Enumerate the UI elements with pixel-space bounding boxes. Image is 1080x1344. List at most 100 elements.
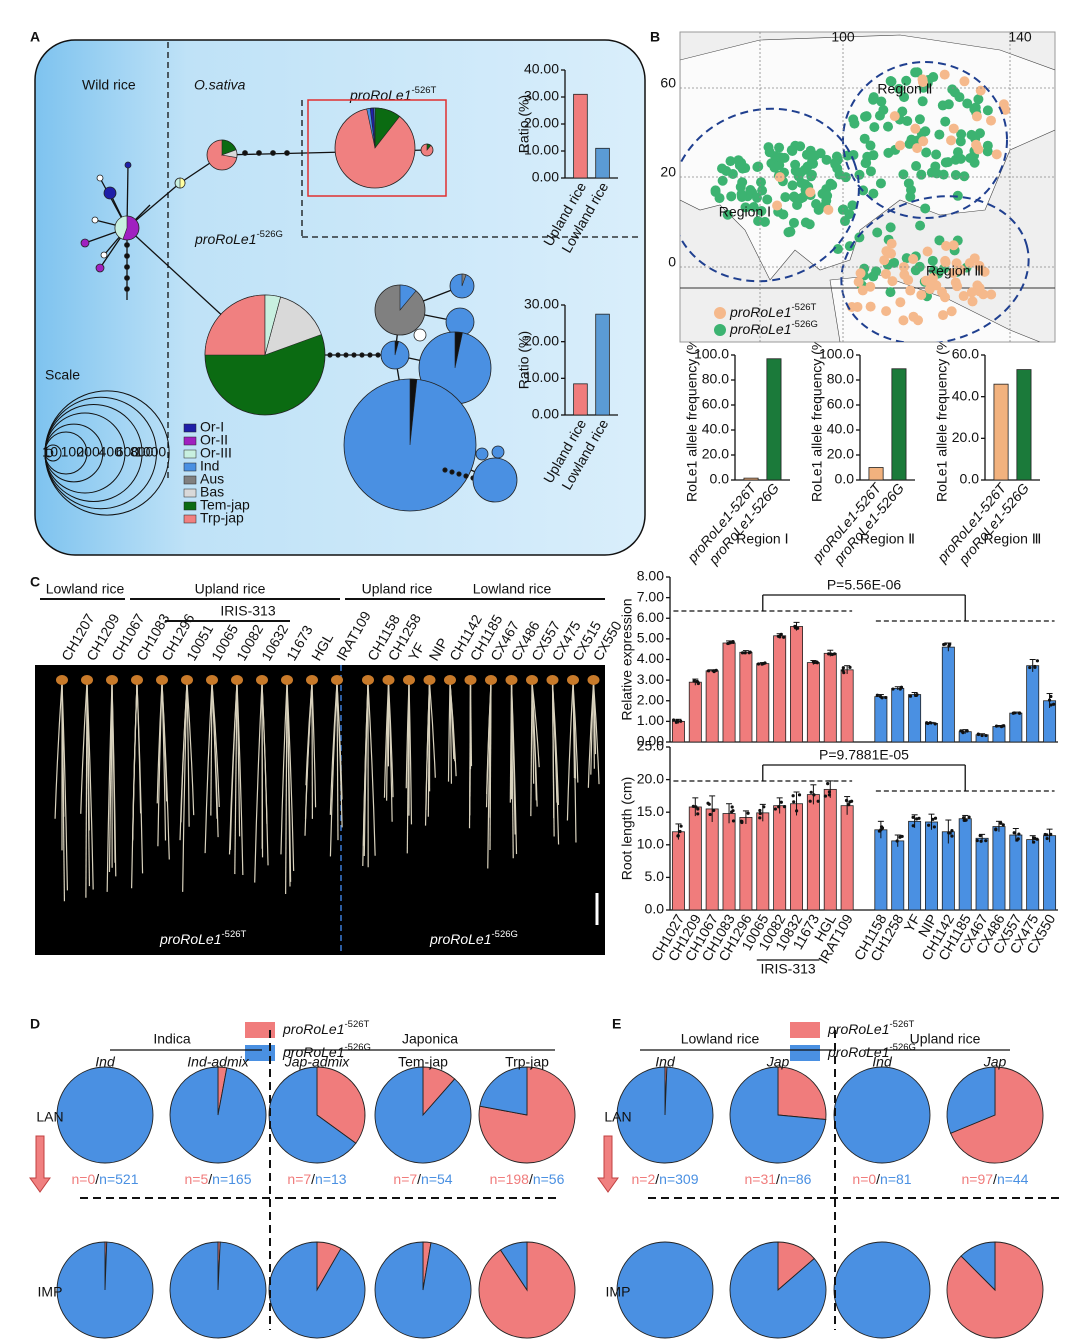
separator: /	[417, 1171, 421, 1187]
pie-slice	[316, 1066, 366, 1144]
sample-point	[918, 136, 929, 147]
sample-point	[958, 291, 969, 302]
haplotype-node	[335, 352, 341, 358]
sample-point	[740, 202, 751, 213]
root	[54, 681, 63, 819]
shoot	[131, 675, 143, 685]
sample-point	[763, 142, 774, 153]
legend-swatch	[245, 1022, 275, 1038]
sample-point	[846, 301, 857, 312]
legend-marker	[714, 324, 726, 336]
sample-point	[908, 254, 919, 265]
sample-point	[885, 222, 896, 233]
y-tick-label: 0.0	[710, 471, 730, 487]
panel-letter: A	[30, 29, 40, 45]
replicate-dot	[884, 695, 888, 700]
haplotype-node	[124, 264, 130, 270]
sample-point	[916, 289, 927, 300]
sample-point	[735, 181, 746, 192]
bar	[941, 646, 955, 743]
scale-value: 1	[42, 444, 50, 460]
count-t: n=31	[745, 1171, 777, 1187]
x-axis-label: Region Ⅰ	[736, 531, 788, 547]
haplotype-node	[449, 469, 455, 475]
sample-point	[886, 238, 897, 249]
sample-point	[772, 200, 783, 211]
replicate-dot	[692, 679, 696, 683]
legend-swatch	[183, 462, 197, 472]
root	[592, 681, 595, 769]
haplotype-slice	[394, 340, 399, 356]
root	[186, 681, 195, 816]
sample-point	[854, 169, 865, 180]
replicate-dot	[979, 839, 983, 843]
haplotype-slice	[461, 273, 467, 287]
bar	[573, 93, 588, 179]
sample-point	[986, 115, 997, 126]
replicate-dot	[678, 829, 682, 834]
pie-slice	[169, 1066, 267, 1164]
shoot	[567, 675, 579, 685]
sample-point	[786, 145, 797, 156]
sample-point	[859, 133, 870, 144]
replicate-dot	[826, 782, 830, 786]
replicate-dot	[823, 794, 828, 798]
sample-point	[914, 261, 925, 272]
region-outline	[680, 107, 860, 283]
sample-point	[876, 96, 887, 107]
replicate-dot	[947, 644, 951, 648]
bar	[756, 812, 770, 911]
sample-point	[726, 191, 737, 202]
haplotype-node	[475, 447, 489, 461]
sample-point	[774, 160, 785, 171]
haplotype-node	[242, 150, 248, 156]
root	[485, 681, 492, 808]
y-tick-label: 0.0	[960, 471, 980, 487]
haplotype-node	[413, 328, 427, 342]
replicate-dot	[730, 805, 734, 809]
sample-point	[928, 265, 939, 276]
shoot	[81, 675, 93, 685]
shoot	[256, 675, 268, 685]
sample-point	[903, 178, 914, 189]
bar	[688, 681, 702, 743]
sample-point	[950, 170, 961, 181]
y-tick-label: 20.0	[637, 770, 664, 786]
pie-slice	[946, 1066, 996, 1134]
sample-point	[717, 163, 728, 174]
sample-point	[941, 241, 952, 252]
haplotype-slice	[409, 378, 418, 446]
bar	[908, 820, 922, 911]
separator: /	[993, 1171, 997, 1187]
bar	[1043, 835, 1057, 911]
replicate-dot	[978, 834, 982, 838]
legend-label: Trp-jap	[200, 510, 244, 526]
sample-point	[940, 257, 951, 268]
y-tick-label: 40.0	[952, 387, 979, 403]
sample-point	[810, 150, 821, 161]
sample-point	[973, 94, 984, 105]
replicate-dot	[743, 651, 747, 655]
haplotype-node	[351, 352, 357, 358]
error-bar	[726, 803, 733, 824]
root	[80, 681, 88, 814]
separator: /	[529, 1171, 533, 1187]
shoot	[423, 675, 436, 685]
count-t: n=2	[632, 1171, 656, 1187]
replicate-dot	[875, 693, 879, 697]
accession-label: YF	[405, 640, 428, 663]
sample-point	[889, 111, 900, 122]
replicate-dot	[900, 834, 904, 839]
legend-swatch	[183, 514, 197, 524]
haplotype-slice	[264, 294, 281, 356]
replicate-dot	[731, 819, 736, 823]
y-axis-label: Root length (cm)	[619, 777, 635, 880]
root	[428, 681, 436, 778]
root	[387, 681, 394, 798]
allele-superscript: -526T	[890, 1019, 915, 1030]
count-g: n=165	[212, 1171, 252, 1187]
sample-point	[787, 180, 798, 191]
root	[449, 681, 457, 777]
sample-point	[931, 149, 942, 160]
